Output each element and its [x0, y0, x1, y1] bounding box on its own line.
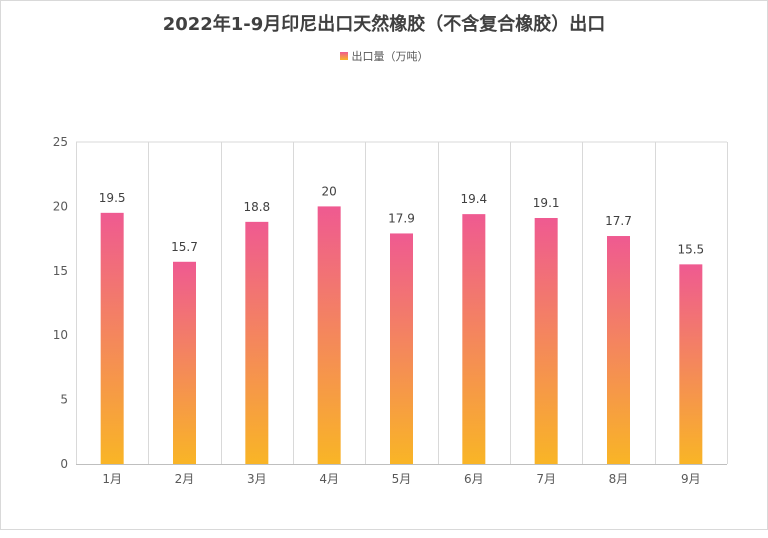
data-label: 20	[322, 184, 337, 198]
data-label: 17.9	[388, 211, 415, 225]
legend-label: 出口量（万吨）	[351, 50, 429, 63]
bar	[245, 221, 269, 464]
data-label: 19.4	[460, 192, 487, 206]
y-axis: 0 5 10 15 20 25	[53, 135, 68, 471]
legend: 出口量（万吨）	[0, 48, 768, 64]
data-label: 15.5	[677, 242, 704, 256]
y-tick-label: 10	[53, 328, 68, 342]
x-tick-label: 8月	[609, 472, 629, 486]
bar	[534, 217, 558, 464]
data-label: 19.1	[533, 196, 560, 210]
x-axis: 1月 2月 3月 4月 5月 6月 7月 8月 9月	[102, 472, 700, 486]
data-label: 19.5	[99, 191, 126, 205]
x-tick-label: 7月	[536, 472, 556, 486]
y-tick-label: 0	[60, 457, 68, 471]
x-tick-label: 5月	[392, 472, 412, 486]
y-tick-label: 15	[53, 264, 68, 278]
x-tick-label: 2月	[175, 472, 195, 486]
y-tick-label: 25	[53, 135, 68, 149]
y-tick-label: 20	[53, 199, 68, 213]
bars	[100, 206, 703, 464]
chart-title: 2022年1-9月印尼出口天然橡胶（不含复合橡胶）出口	[162, 14, 606, 35]
bar	[607, 236, 630, 464]
x-tick-label: 9月	[681, 472, 701, 486]
x-tick-label: 1月	[102, 472, 122, 486]
bar	[679, 264, 703, 464]
grid	[76, 141, 728, 465]
y-tick-label: 5	[60, 393, 68, 407]
data-label: 18.8	[243, 200, 270, 214]
x-tick-label: 4月	[319, 472, 339, 486]
x-tick-label: 6月	[464, 472, 484, 486]
bar	[173, 261, 196, 464]
legend-swatch	[339, 52, 348, 60]
bar	[100, 212, 124, 464]
data-label: 15.7	[171, 240, 198, 254]
x-tick-label: 3月	[247, 472, 267, 486]
bar	[317, 206, 341, 464]
data-label: 17.7	[605, 214, 632, 228]
bar	[462, 214, 486, 464]
data-labels: 19.5 15.7 18.8 20 17.9 19.4 19.1 17.7 15.5	[99, 184, 704, 256]
bar	[390, 233, 413, 464]
